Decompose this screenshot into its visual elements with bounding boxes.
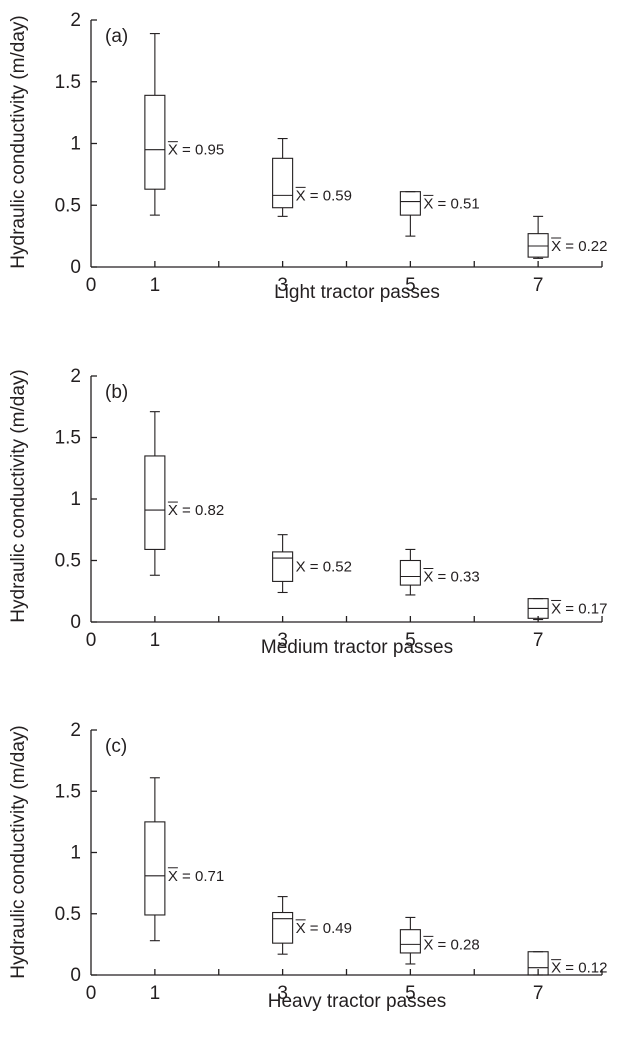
x-tick-label: 0	[86, 983, 97, 1004]
panel-label: (c)	[105, 736, 127, 757]
mean-label: X = 0.52	[296, 559, 352, 576]
x-tick-label: 0	[86, 275, 97, 296]
chart-panel: 0 0.5 1 1.5 2 0 1 3 5 7 (c) Heavy tractor passes Hyd…	[8, 720, 607, 1012]
y-axis-title: Hydraulic conductivity (m/day)	[8, 369, 29, 622]
y-tick-label: 0	[70, 257, 81, 278]
y-tick-label: 0	[70, 965, 81, 986]
y-axis-title: Hydraulic conductivity (m/day)	[8, 15, 29, 268]
mean-label: X = 0.59	[296, 187, 352, 204]
y-tick-label: 0.5	[55, 904, 81, 925]
box-plot: X = 0.71	[144, 777, 224, 942]
y-axis-title: Hydraulic conductivity (m/day)	[8, 725, 29, 978]
x-tick-label: 1	[150, 983, 161, 1004]
mean-label: X = 0.71	[168, 868, 224, 885]
y-tick-label: 0	[70, 612, 81, 633]
x-tick-label: 7	[533, 275, 544, 296]
mean-label: X = 0.95	[168, 142, 224, 159]
box-plot: X = 0.22	[527, 215, 607, 259]
box-plot: X = 0.17	[527, 598, 607, 621]
mean-label: X = 0.51	[423, 195, 479, 212]
box-plot: X = 0.95	[144, 33, 224, 216]
x-tick-label: 5	[405, 275, 416, 296]
y-tick-label: 1.5	[55, 428, 81, 449]
y-tick-label: 1.5	[55, 72, 81, 93]
iqr-box	[527, 233, 549, 258]
x-tick-label: 3	[277, 630, 288, 651]
iqr-box	[399, 191, 421, 216]
mean-label: X = 0.28	[423, 936, 479, 953]
iqr-box	[399, 559, 421, 586]
y-tick-label: 1	[70, 843, 81, 864]
box-plot: X = 0.51	[399, 191, 480, 237]
box-plot: X = 0.82	[144, 411, 224, 576]
y-tick-label: 1	[70, 489, 81, 510]
y-tick-label: 1.5	[55, 781, 81, 802]
x-tick-label: 0	[86, 630, 97, 651]
iqr-box	[272, 551, 294, 582]
mean-label: X = 0.17	[551, 600, 607, 617]
iqr-box	[272, 157, 294, 209]
x-axis-title: Heavy tractor passes	[268, 991, 446, 1012]
y-tick-label: 2	[70, 10, 81, 31]
y-tick-label: 2	[70, 720, 81, 741]
x-tick-label: 5	[405, 983, 416, 1004]
mean-label: X = 0.12	[551, 960, 607, 977]
x-axis-title: Light tractor passes	[274, 282, 440, 303]
x-tick-label: 1	[150, 275, 161, 296]
y-tick-label: 1	[70, 134, 81, 155]
x-tick-label: 1	[150, 630, 161, 651]
y-tick-label: 2	[70, 366, 81, 387]
box-plot: X = 0.28	[399, 916, 480, 965]
box-plot: X = 0.49	[272, 896, 352, 955]
iqr-box	[527, 951, 549, 976]
iqr-box	[272, 911, 294, 944]
x-tick-label: 5	[405, 630, 416, 651]
mean-label: X = 0.22	[551, 238, 607, 255]
y-tick-label: 0.5	[55, 551, 81, 572]
x-tick-label: 7	[533, 630, 544, 651]
iqr-box	[144, 94, 166, 190]
mean-label: X = 0.82	[168, 502, 224, 519]
mean-label: X = 0.49	[296, 920, 352, 937]
x-tick-label: 3	[277, 983, 288, 1004]
box-plot: X = 0.12	[527, 951, 607, 977]
box-plot: X = 0.52	[272, 534, 352, 594]
x-tick-label: 3	[277, 275, 288, 296]
box-plot: X = 0.59	[272, 138, 352, 217]
y-tick-label: 0.5	[55, 195, 81, 216]
iqr-box	[144, 455, 166, 550]
x-tick-label: 7	[533, 983, 544, 1004]
box-plot: X = 0.33	[399, 548, 480, 596]
iqr-box	[399, 929, 421, 954]
x-axis-title: Medium tractor passes	[261, 637, 453, 658]
iqr-box	[144, 821, 166, 916]
panel-label: (b)	[105, 382, 128, 403]
panel-label: (a)	[105, 26, 128, 47]
mean-label: X = 0.33	[423, 568, 479, 585]
chart-panel: 0 0.5 1 1.5 2 0 1 3 5 7 (b) Medium tractor passes Hy…	[8, 366, 607, 658]
chart-panel: 0 0.5 1 1.5 2 0 1 3 5 7 (a) Light tractor passes Hyd…	[8, 10, 607, 303]
